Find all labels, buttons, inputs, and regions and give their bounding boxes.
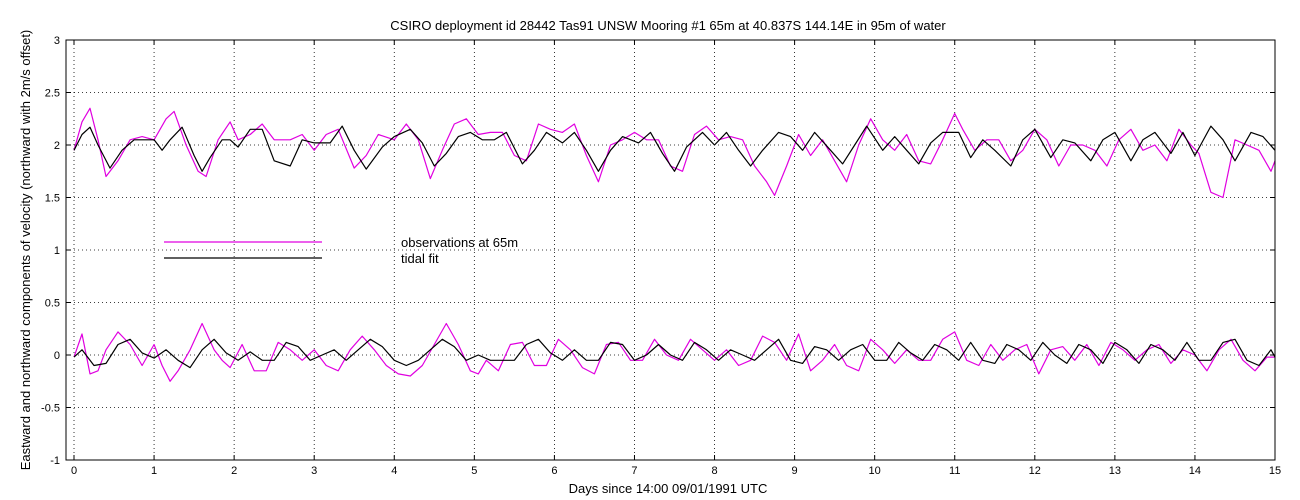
x-tick-label: 5 (471, 465, 477, 477)
legend-label-tidal-fit: tidal fit (401, 251, 439, 266)
y-tick-label: 3 (54, 35, 60, 47)
y-tick-label: 0 (54, 350, 60, 362)
y-tick-label: 0.5 (45, 298, 60, 310)
x-tick-label: 13 (1109, 465, 1121, 477)
x-tick-label: 3 (311, 465, 317, 477)
legend-label-observations: observations at 65m (401, 235, 518, 250)
x-tick-label: 8 (711, 465, 717, 477)
x-tick-label: 7 (631, 465, 637, 477)
tick-layer: 0 1 2 3 4 5 6 7 8 9 10 11 12 13 14 15-1-0.500.511.522.5… (41, 35, 1281, 477)
x-tick-label: 11 (949, 465, 960, 477)
x-tick-label: 9 (792, 465, 798, 477)
y-tick-label: 1.5 (45, 193, 60, 205)
legend: observations at 65m tidal fit (164, 235, 518, 266)
x-tick-label: 1 (151, 465, 157, 477)
x-tick-label: 4 (391, 465, 397, 477)
series-line-0 (73, 107, 1276, 199)
chart-title: CSIRO deployment id 28442 Tas91 UNSW Moo… (390, 18, 946, 33)
x-tick-label: 2 (231, 465, 237, 477)
series-layer (73, 107, 1276, 382)
y-tick-label: 2 (54, 140, 60, 152)
x-tick-label: 12 (1029, 465, 1041, 477)
x-tick-label: 6 (551, 465, 557, 477)
x-tick-label: 10 (869, 465, 881, 477)
y-tick-label: 1 (54, 245, 60, 257)
series-line-2 (73, 322, 1275, 382)
x-tick-label: 15 (1269, 465, 1281, 477)
y-tick-label: 2.5 (45, 88, 60, 100)
x-tick-label: 14 (1189, 465, 1201, 477)
y-tick-label: -0.5 (41, 403, 60, 415)
y-tick-label: -1 (50, 455, 60, 467)
x-tick-label: 0 (71, 465, 77, 477)
x-axis-title: Days since 14:00 09/01/1991 UTC (569, 481, 768, 496)
series-line-1 (73, 125, 1276, 172)
series-line-3 (73, 338, 1276, 369)
y-axis-title: Eastward and northward components of vel… (18, 30, 33, 471)
